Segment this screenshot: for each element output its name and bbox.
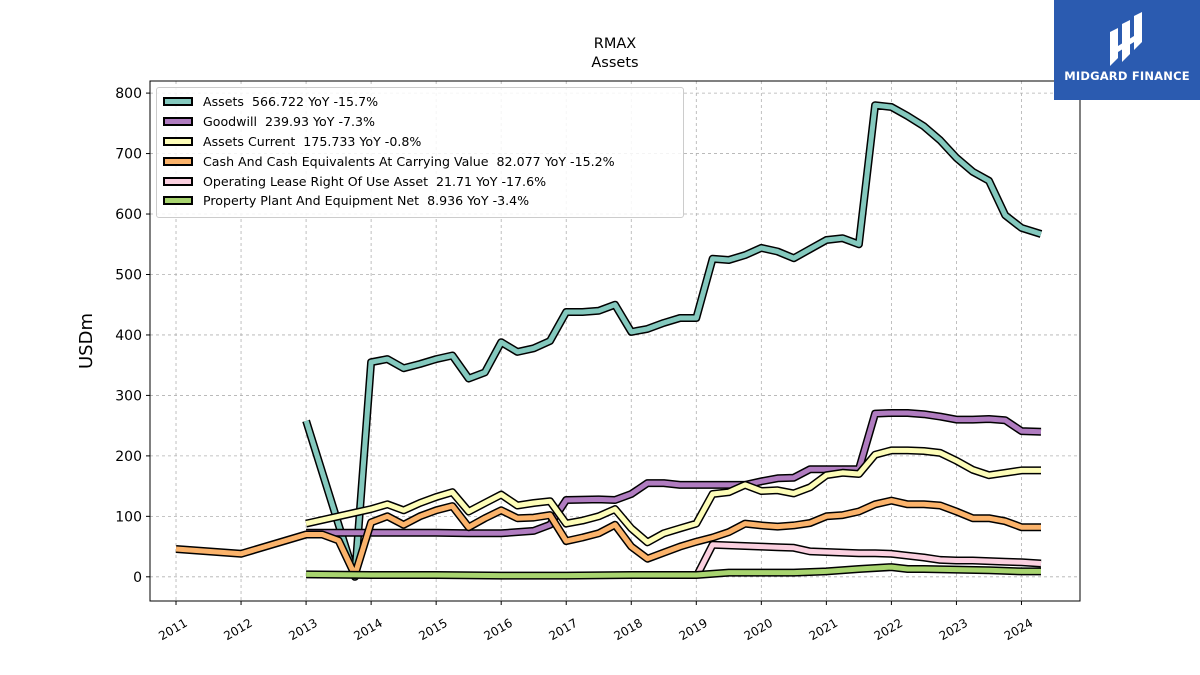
chart-title: RMAX [594,36,637,52]
x-tick-label: 2018 [612,616,645,643]
x-tick-label: 2021 [807,616,840,643]
series-stroke [306,410,1042,536]
series-stroke [694,542,1042,578]
y-tick-label: 400 [115,328,142,344]
x-tick-label: 2024 [1002,616,1035,643]
legend-swatch [163,136,193,146]
series-stroke [305,447,1041,545]
legend-label: Goodwill 239.93 YoY -7.3% [203,114,375,130]
y-tick-label: 200 [115,449,142,465]
chart-subtitle: Assets [591,55,638,71]
plot-frame [149,80,1081,602]
x-tick-label: 2023 [937,616,970,643]
legend-label: Cash And Cash Equivalents At Carrying Va… [203,153,615,169]
x-tick-label: 2011 [156,616,189,643]
legend-label: Operating Lease Right Of Use Asset 21.71… [203,173,547,189]
x-tick-label: 2012 [221,616,254,643]
y-axis-label: USDm [76,313,97,369]
legend-swatch [163,97,193,107]
legend-item-assets-current: Assets Current 175.733 YoY -0.8% [163,132,683,152]
series-stroke [175,498,1041,578]
legend-swatch [163,196,193,206]
y-tick-label: 100 [115,509,142,525]
x-tick-label: 2022 [872,616,905,643]
y-tick-label: 700 [115,147,142,163]
logo-text: MIDGARD FINANCE [1064,69,1190,83]
series-line-5 [306,563,1041,580]
legend-label: Property Plant And Equipment Net 8.936 Y… [203,193,530,209]
series-stroke [303,102,1042,580]
legend-label: Assets 566.722 YoY -15.7% [203,94,379,110]
series-line-4 [692,540,1042,579]
midgard-finance-logo: MIDGARD FINANCE [1054,0,1200,100]
chart-legend: Assets 566.722 YoY -15.7% Goodwill 239.9… [156,87,684,218]
legend-item-operating-lease: Operating Lease Right Of Use Asset 21.71… [163,171,683,191]
legend-item-goodwill: Goodwill 239.93 YoY -7.3% [163,112,683,132]
legend-item-ppe: Property Plant And Equipment Net 8.936 Y… [163,191,683,211]
series-stroke [306,564,1041,579]
legend-swatch [163,117,193,127]
legend-item-cash: Cash And Cash Equivalents At Carrying Va… [163,151,683,171]
legend-item-assets: Assets 566.722 YoY -15.7% [163,92,683,112]
x-tick-label: 2015 [416,616,449,643]
series-lines [175,101,1043,581]
series-line-2 [305,446,1041,547]
y-tick-label: 600 [115,207,142,223]
legend-swatch [163,176,193,186]
midgard-logo-icon [1110,12,1142,66]
x-tick-label: 2013 [286,616,319,643]
x-tick-label: 2020 [742,616,775,643]
y-tick-label: 0 [133,570,142,586]
series-line-1 [306,409,1042,538]
x-tick-label: 2019 [677,616,710,643]
y-tick-label: 500 [115,267,142,283]
legend-swatch [163,156,193,166]
x-tick-label: 2014 [351,616,384,643]
legend-label: Assets Current 175.733 YoY -0.8% [203,133,422,149]
y-tick-label: 300 [115,388,142,404]
x-tick-label: 2016 [481,616,514,643]
series-line-3 [175,496,1041,579]
x-tick-label: 2017 [546,616,579,643]
series-line-0 [302,101,1043,581]
y-tick-label: 800 [115,86,142,102]
